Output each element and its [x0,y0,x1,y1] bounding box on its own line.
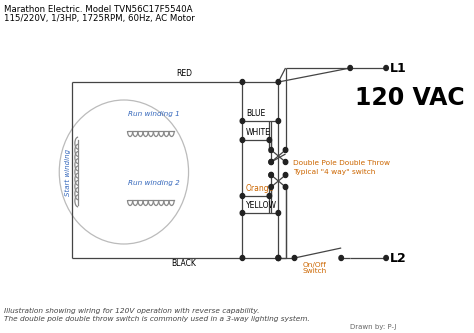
Circle shape [269,148,273,153]
Circle shape [267,138,272,143]
Circle shape [276,210,281,215]
Text: Run winding 1: Run winding 1 [128,111,180,117]
Circle shape [276,80,281,85]
Text: Typical "4 way" switch: Typical "4 way" switch [293,169,375,175]
Text: L2: L2 [390,251,406,264]
Circle shape [292,255,297,260]
Text: YELLOW: YELLOW [246,201,277,210]
Circle shape [240,80,245,85]
Circle shape [276,119,281,124]
Text: BLUE: BLUE [246,109,265,118]
Circle shape [339,255,344,260]
Circle shape [384,255,388,260]
Text: On/Off: On/Off [302,262,326,268]
Text: Start winding: Start winding [65,149,71,195]
Text: 120 VAC: 120 VAC [355,86,465,110]
Circle shape [384,66,388,71]
Circle shape [267,193,272,198]
Circle shape [240,210,245,215]
Text: 115/220V, 1/3HP, 1725RPM, 60Hz, AC Motor: 115/220V, 1/3HP, 1725RPM, 60Hz, AC Motor [4,14,194,23]
Circle shape [269,172,273,177]
Circle shape [283,148,288,153]
Text: Illustration showing wiring for 120V operation with reverse capability.: Illustration showing wiring for 120V ope… [4,308,259,314]
Text: Double Pole Double Throw: Double Pole Double Throw [293,160,390,166]
Circle shape [240,138,245,143]
Circle shape [269,172,273,177]
Circle shape [269,160,273,165]
Circle shape [240,119,245,124]
Circle shape [283,160,288,165]
Circle shape [276,255,281,260]
Text: Switch: Switch [302,268,327,274]
Text: Drawn by: P-J: Drawn by: P-J [350,324,397,330]
Text: L1: L1 [390,62,406,75]
Text: The double pole double throw switch is commonly used in a 3-way lighting system.: The double pole double throw switch is c… [4,316,310,322]
Circle shape [269,184,273,189]
Circle shape [276,255,281,260]
Text: BLACK: BLACK [172,259,197,268]
Text: Marathon Electric. Model TVN56C17F5540A: Marathon Electric. Model TVN56C17F5540A [4,5,192,14]
Circle shape [348,66,353,71]
Circle shape [269,160,273,165]
Circle shape [283,184,288,189]
Circle shape [240,255,245,260]
Circle shape [283,172,288,177]
Circle shape [276,255,281,260]
Text: RED: RED [176,69,192,78]
Text: Run winding 2: Run winding 2 [128,180,180,186]
Text: Orange: Orange [246,184,274,193]
Text: WHITE: WHITE [246,128,271,137]
Circle shape [240,193,245,198]
